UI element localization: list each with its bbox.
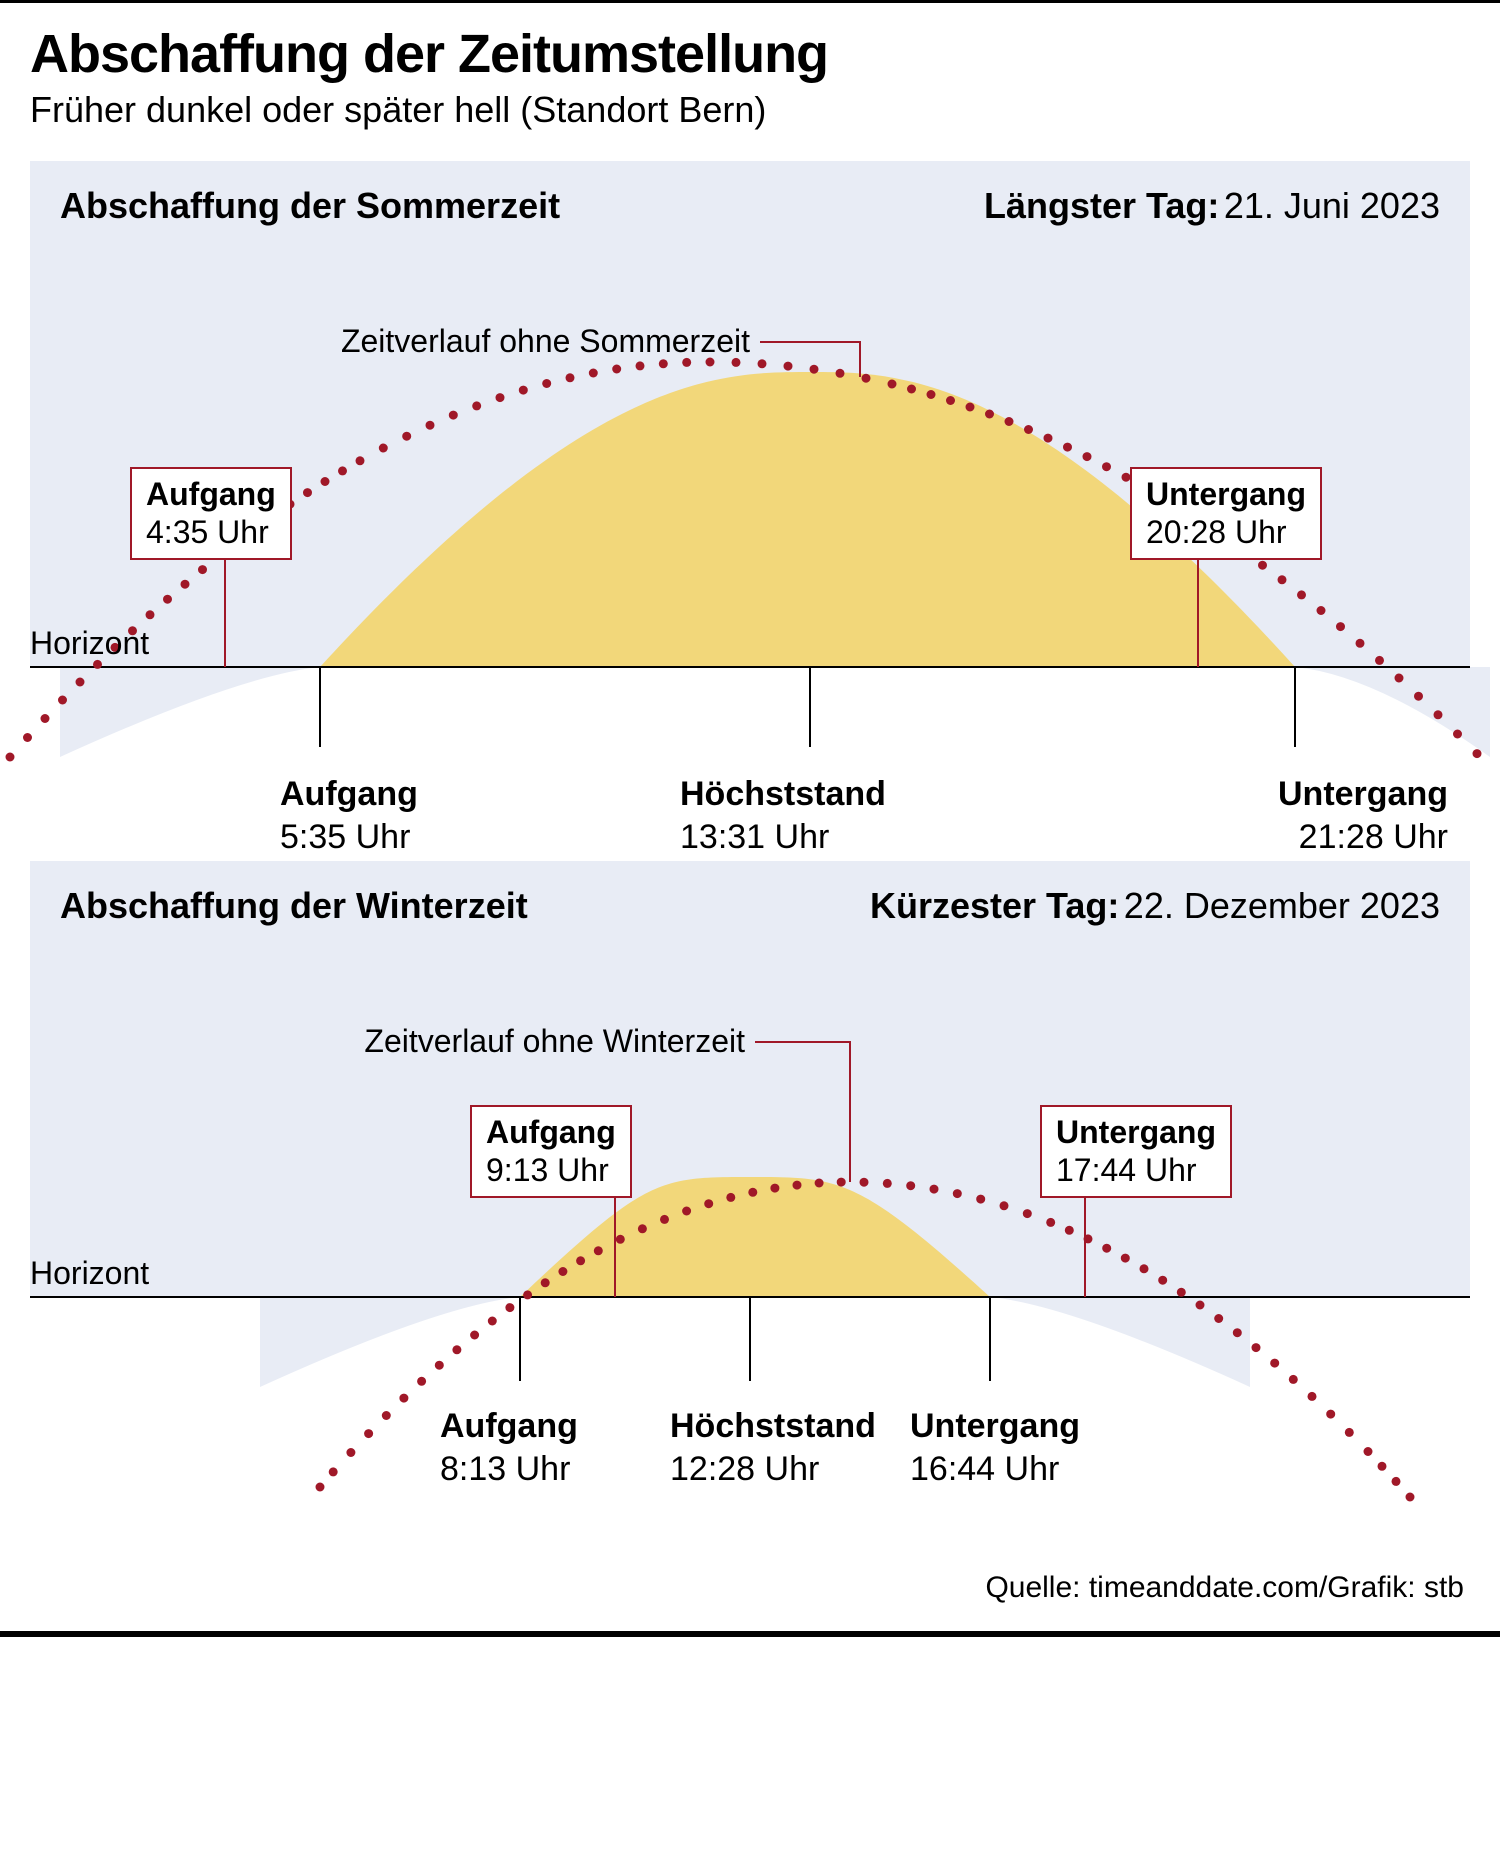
callout-set: Untergang 20:28 Uhr xyxy=(1130,467,1322,560)
panel-header: Abschaffung der Sommerzeit Längster Tag:… xyxy=(30,161,1470,227)
axis-set: Untergang 16:44 Uhr xyxy=(910,1405,1080,1490)
callout-set-time: 17:44 Uhr xyxy=(1056,1151,1216,1189)
panel-date: Längster Tag: 21. Juni 2023 xyxy=(984,185,1440,227)
axis-set-time: 16:44 Uhr xyxy=(910,1448,1080,1491)
callout-rise-title: Aufgang xyxy=(146,475,276,513)
callout-set-title: Untergang xyxy=(1146,475,1306,513)
axis-rise-title: Aufgang xyxy=(280,773,418,816)
panel-header: Abschaffung der Winterzeit Kürzester Tag… xyxy=(30,861,1470,927)
panel-date-label: Kürzester Tag: xyxy=(870,885,1119,926)
axis-peak-time: 12:28 Uhr xyxy=(670,1448,876,1491)
axis-set-title: Untergang xyxy=(1188,773,1448,816)
axis-rise: Aufgang 8:13 Uhr xyxy=(440,1405,578,1490)
callout-set: Untergang 17:44 Uhr xyxy=(1040,1105,1232,1198)
axis-rise-time: 8:13 Uhr xyxy=(440,1448,578,1491)
axis-set: Untergang 21:28 Uhr xyxy=(1188,773,1448,858)
subtitle: Früher dunkel oder später hell (Standort… xyxy=(30,89,1470,131)
callout-set-time: 20:28 Uhr xyxy=(1146,513,1306,551)
callout-rise-time: 4:35 Uhr xyxy=(146,513,276,551)
callout-set-title: Untergang xyxy=(1056,1113,1216,1151)
main-title: Abschaffung der Zeitumstellung xyxy=(30,23,1470,85)
axis-peak-title: Höchststand xyxy=(680,773,886,816)
chart-wrap: Horizont Zeitverlauf ohne Winterzeit Aufg… xyxy=(30,927,1470,1467)
axis-rise-title: Aufgang xyxy=(440,1405,578,1448)
axis-peak-title: Höchststand xyxy=(670,1405,876,1448)
axis-peak-time: 13:31 Uhr xyxy=(680,816,886,859)
axis-rise-time: 5:35 Uhr xyxy=(280,816,418,859)
panels-host: Abschaffung der Sommerzeit Längster Tag:… xyxy=(30,161,1470,1401)
panel-date-value: 22. Dezember 2023 xyxy=(1124,885,1440,926)
horizon-label: Horizont xyxy=(30,625,149,662)
callout-rise-time: 9:13 Uhr xyxy=(486,1151,616,1189)
panel-date-value: 21. Juni 2023 xyxy=(1224,185,1440,226)
axis-set-title: Untergang xyxy=(910,1405,1080,1448)
axis-set-time: 21:28 Uhr xyxy=(1188,816,1448,859)
chart-svg xyxy=(30,927,1470,1467)
panel-title: Abschaffung der Sommerzeit xyxy=(60,185,560,227)
chart-wrap: Horizont Zeitverlauf ohne Sommerzeit Aufg… xyxy=(30,227,1470,767)
panel-summer: Abschaffung der Sommerzeit Längster Tag:… xyxy=(30,161,1470,701)
curve-label: Zeitverlauf ohne Sommerzeit xyxy=(341,323,750,360)
callout-rise: Aufgang 4:35 Uhr xyxy=(130,467,292,560)
panel-title: Abschaffung der Winterzeit xyxy=(60,885,528,927)
curve-label: Zeitverlauf ohne Winterzeit xyxy=(364,1023,745,1060)
source-line: Quelle: timeanddate.com/Grafik: stb xyxy=(30,1561,1470,1621)
panel-winter: Abschaffung der Winterzeit Kürzester Tag… xyxy=(30,861,1470,1401)
axis-rise: Aufgang 5:35 Uhr xyxy=(280,773,418,858)
callout-rise: Aufgang 9:13 Uhr xyxy=(470,1105,632,1198)
panel-date: Kürzester Tag: 22. Dezember 2023 xyxy=(870,885,1440,927)
callout-rise-title: Aufgang xyxy=(486,1113,616,1151)
axis-peak: Höchststand 13:31 Uhr xyxy=(680,773,886,858)
panel-date-label: Längster Tag: xyxy=(984,185,1219,226)
axis-peak: Höchststand 12:28 Uhr xyxy=(670,1405,876,1490)
horizon-label: Horizont xyxy=(30,1255,149,1292)
infographic-container: Abschaffung der Zeitumstellung Früher du… xyxy=(0,0,1500,1637)
